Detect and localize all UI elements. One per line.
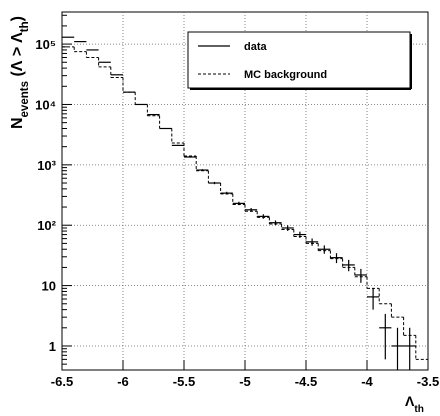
y-axis-title-part: th [19, 21, 31, 32]
x-tick-label: -6.5 [51, 374, 73, 389]
legend-label: MC background [244, 69, 327, 81]
x-tick-label: -4.5 [295, 374, 317, 389]
y-axis-title-part: N [9, 117, 26, 129]
x-tick-label: -5.5 [173, 374, 195, 389]
y-tick-label: 1 [49, 339, 56, 354]
legend: data MC background [187, 31, 412, 90]
x-tick-label: -5 [239, 374, 251, 389]
y-tick-label: 10² [37, 218, 56, 233]
x-tick-label: -4 [361, 374, 373, 389]
x-axis-title: Λth [405, 393, 424, 415]
y-axis-title-part: ) [9, 16, 26, 21]
y-tick-label: 10 [42, 279, 56, 294]
y-axis-title-part: (Λ > Λ [9, 32, 26, 81]
y-tick-label: 10⁴ [35, 97, 56, 112]
x-tick-label: -6 [117, 374, 129, 389]
y-tick-label: 10³ [37, 158, 56, 173]
legend-box [187, 31, 411, 89]
x-tick-label: -3.5 [417, 374, 439, 389]
y-axis-title-part: events [19, 81, 31, 118]
x-axis-title-part: Λ [405, 393, 415, 409]
legend-label: data [244, 41, 268, 53]
y-axis-title: Nevents (Λ > Λth) [9, 16, 31, 129]
x-axis-title-part: th [414, 404, 424, 415]
y-tick-label: 10⁵ [35, 37, 56, 52]
